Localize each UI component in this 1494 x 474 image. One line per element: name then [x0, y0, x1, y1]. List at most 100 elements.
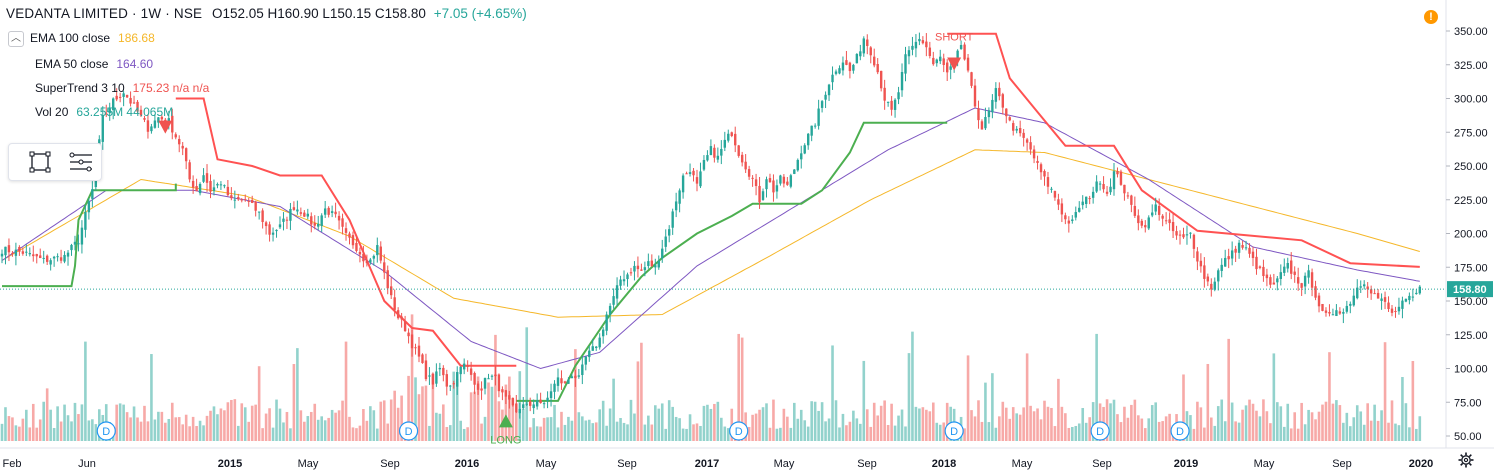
supertrend-line-down [947, 32, 1420, 268]
legend-supertrend[interactable]: SuperTrend 3 10 175.23 n/a n/a [35, 81, 209, 95]
volume-bar [261, 428, 264, 441]
volume-bar [636, 361, 640, 441]
candle-body [1182, 234, 1185, 238]
volume-bar [379, 401, 383, 441]
volume-bar [1161, 421, 1164, 441]
candle-body [730, 132, 733, 137]
rectangle-select-icon[interactable] [27, 150, 53, 174]
drawing-toolbox[interactable] [8, 143, 102, 181]
candle-body [1317, 295, 1321, 307]
x-tick-label: Jun [78, 458, 96, 470]
volume-bar [716, 401, 720, 441]
y-tick-label: 225.00 [1454, 195, 1488, 207]
volume-bar [660, 403, 664, 441]
volume-bar [313, 403, 317, 441]
candle-body [1116, 171, 1119, 175]
volume-bar [556, 427, 560, 441]
legend-ema50[interactable]: EMA 50 close 164.60 [35, 57, 153, 71]
candle-body [737, 145, 740, 156]
volume-bar [1220, 399, 1224, 441]
candle-body [893, 99, 897, 110]
volume-bar [341, 400, 344, 441]
volume-bar [1008, 418, 1012, 441]
volume-bar [1303, 424, 1307, 441]
volume-bar [136, 417, 139, 441]
candle-body [664, 236, 667, 247]
candle-body [303, 212, 306, 217]
volume-bar [56, 406, 59, 441]
volume-bar [567, 416, 570, 441]
candle-body [633, 265, 636, 272]
volume-bar [1192, 428, 1196, 441]
volume-bar [223, 410, 226, 441]
volume-bar [841, 413, 845, 441]
candle-body [720, 148, 723, 156]
candle-body [813, 125, 817, 127]
volume-bar [998, 416, 1001, 441]
volume-bar [921, 407, 925, 441]
legend-supertrend-label: SuperTrend 3 10 [35, 81, 125, 95]
x-tick-label: Sep [380, 458, 400, 470]
candle-body [775, 185, 779, 192]
candle-body [824, 94, 827, 100]
volume-bar [598, 409, 601, 441]
candle-body [497, 374, 501, 392]
volume-bar [619, 418, 622, 441]
legend-volume-value: 63.255M 44.065M [76, 105, 174, 119]
candle-body [1296, 277, 1300, 284]
volume-bar [306, 416, 310, 441]
legend-ema100[interactable]: ︿ EMA 100 close 186.68 [8, 31, 155, 47]
candle-body [1185, 234, 1189, 236]
candle-body [1411, 296, 1415, 298]
volume-bar [362, 409, 365, 441]
volume-bar [1060, 406, 1064, 441]
candle-body [577, 375, 581, 377]
candle-body [914, 41, 918, 49]
dividend-marker [1090, 421, 1110, 441]
candle-body [237, 197, 240, 200]
candle-body [153, 120, 157, 128]
legend-volume[interactable]: Vol 20 63.255M 44.065M [35, 105, 173, 119]
gear-icon[interactable] [1458, 452, 1474, 468]
candle-body [779, 175, 782, 184]
candle-body [1401, 300, 1404, 309]
chevron-up-icon[interactable]: ︿ [8, 31, 24, 47]
volume-bar [476, 376, 480, 441]
volume-bar [250, 405, 254, 441]
x-tick-label: 2019 [1174, 458, 1198, 470]
volume-bar [747, 426, 751, 441]
volume-bar [202, 425, 205, 441]
volume-bar [1376, 420, 1380, 441]
volume-bar [150, 354, 153, 441]
volume-bar [650, 424, 654, 441]
volume-bar [740, 337, 744, 441]
candle-body [1363, 284, 1366, 287]
volume-bar [970, 410, 973, 441]
volume-bar [115, 404, 118, 441]
horizontal-lines-icon[interactable] [67, 150, 93, 174]
exclamation-icon[interactable]: ! [1424, 10, 1438, 24]
candle-body [612, 296, 615, 305]
candle-body [355, 242, 358, 251]
candle-body [1335, 310, 1338, 317]
volume-bar [184, 414, 188, 441]
candle-body [348, 233, 351, 238]
candle-body [1262, 266, 1265, 277]
candle-body [219, 184, 223, 186]
volume-bar [699, 425, 702, 441]
candle-body [560, 378, 563, 384]
candle-body [1397, 306, 1401, 312]
candle-body [146, 120, 150, 132]
candle-body [115, 95, 118, 100]
candle-body [525, 403, 528, 405]
volume-bar [1321, 404, 1324, 441]
candle-body [1342, 312, 1345, 314]
volume-bar [344, 341, 348, 441]
volume-bar [174, 417, 178, 441]
candle-body [271, 232, 275, 235]
volume-bar [1366, 403, 1369, 441]
y-tick-label: 325.00 [1454, 60, 1488, 72]
candle-body [980, 121, 984, 130]
volume-bar [1189, 415, 1192, 441]
